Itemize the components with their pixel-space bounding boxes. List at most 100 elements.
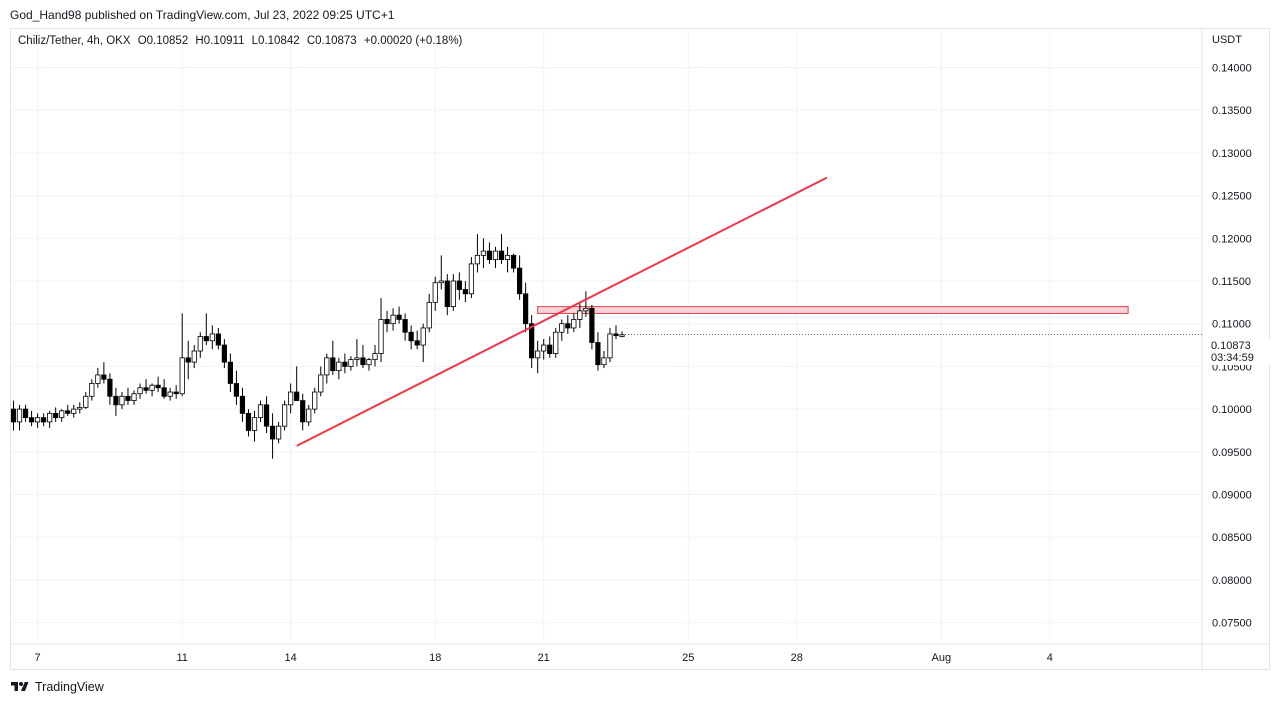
candle-body — [41, 417, 47, 423]
candle-body — [565, 323, 571, 329]
candle-body — [227, 361, 233, 384]
candle-body — [83, 395, 89, 408]
candle-body — [402, 319, 408, 333]
candle-body — [312, 391, 318, 410]
candle-body — [71, 408, 77, 414]
candle-body — [613, 333, 619, 337]
x-tick-label: 7 — [35, 652, 41, 664]
candle-body — [438, 280, 444, 284]
candle-body — [306, 408, 312, 423]
x-tick-label: 25 — [682, 652, 694, 664]
candle-body — [107, 378, 113, 397]
candle-body — [336, 361, 342, 372]
y-tick-label: 0.07500 — [1212, 618, 1252, 630]
candle-body — [420, 327, 426, 346]
candle-body — [498, 250, 505, 261]
x-tick-label: 14 — [285, 652, 297, 664]
trendline — [296, 176, 828, 447]
candle-body — [47, 412, 53, 423]
footer-brand-name: TradingView — [35, 680, 104, 694]
candle-body — [269, 425, 276, 440]
candle-body — [22, 408, 29, 419]
publisher-line: God_Hand98 published on TradingView.com,… — [10, 8, 395, 22]
candle-body — [282, 404, 288, 427]
candle-body — [426, 301, 432, 329]
candle-body — [300, 400, 306, 423]
y-tick-label: 0.09000 — [1212, 490, 1252, 502]
candle-body — [432, 282, 438, 303]
candle-body — [480, 250, 487, 256]
legend-low: L0.10842 — [251, 35, 300, 47]
candle-body — [215, 333, 221, 346]
candle-body — [517, 267, 523, 295]
y-tick-label: 0.12500 — [1212, 191, 1252, 203]
candle-body — [571, 319, 577, 329]
y-tick-label: 0.12000 — [1212, 233, 1252, 245]
candle-body — [131, 393, 137, 401]
candle-body — [125, 395, 131, 401]
candle-body — [468, 263, 475, 295]
candle-body — [378, 319, 384, 354]
y-tick-label: 0.11000 — [1212, 319, 1251, 331]
y-tick-label: 0.09500 — [1212, 447, 1252, 459]
candle-body — [173, 391, 179, 395]
candle-body — [354, 357, 360, 360]
bar-countdown: 03:34:59 — [1211, 352, 1254, 364]
chart-legend: Chiliz/Tether, 4h, OKX O0.10852 H0.10911… — [18, 35, 466, 47]
legend-open: O0.10852 — [137, 35, 189, 47]
candle-body — [462, 289, 468, 295]
candle-body — [529, 323, 535, 359]
candle-body — [161, 387, 167, 397]
price-axis-currency[interactable]: USDT — [1212, 34, 1242, 46]
x-tick-label: 21 — [538, 652, 550, 664]
candle-body — [209, 333, 215, 342]
y-tick-label: 0.13500 — [1212, 105, 1252, 117]
candle-body — [541, 344, 547, 352]
candle-body — [408, 331, 414, 342]
y-tick-label: 0.14000 — [1212, 62, 1252, 74]
candle-body — [372, 353, 378, 360]
candle-body — [318, 374, 324, 393]
candle-body — [119, 395, 125, 406]
candle-body — [221, 344, 227, 363]
candle-body — [113, 395, 119, 406]
candle-body — [384, 319, 390, 325]
legend-close: C0.10873 — [306, 35, 357, 47]
candle-body — [510, 254, 517, 269]
x-tick-label: 28 — [791, 652, 803, 664]
candle-body — [143, 387, 149, 391]
candle-body — [450, 280, 456, 308]
candle-body — [414, 340, 420, 346]
candle-body — [589, 307, 595, 343]
candle-body — [456, 280, 462, 290]
y-tick-label: 0.13000 — [1212, 148, 1252, 160]
candle-body — [523, 293, 529, 325]
candle-body — [360, 357, 366, 366]
legend-symbol: Chiliz/Tether, 4h, OKX — [18, 35, 131, 47]
y-tick-label: 0.10000 — [1212, 404, 1252, 416]
y-tick-label: 0.08500 — [1212, 532, 1252, 544]
candle-body — [53, 412, 59, 419]
y-tick-label: 0.11500 — [1212, 276, 1251, 288]
tradingview-logo-icon — [11, 682, 29, 691]
x-tick-label: Aug — [932, 652, 952, 664]
x-tick-label: 4 — [1047, 652, 1053, 664]
candle-body — [330, 357, 336, 372]
candle-body — [553, 331, 559, 354]
candle-body — [474, 254, 481, 265]
last-price-label: 0.10873 03:34:59 — [1208, 339, 1270, 365]
candle-body — [251, 417, 258, 431]
candle-body — [239, 395, 246, 414]
legend-high: H0.10911 — [195, 35, 245, 47]
y-tick-label: 0.08000 — [1212, 575, 1252, 587]
candle-body — [444, 280, 450, 308]
footer-branding[interactable]: TradingView — [10, 680, 104, 694]
x-tick-label: 11 — [176, 652, 187, 664]
candle-body — [245, 412, 252, 431]
candle-body — [492, 250, 499, 261]
candle-body — [607, 333, 613, 359]
candle-body — [294, 391, 300, 401]
candle-body — [595, 342, 601, 366]
candle-body — [191, 350, 197, 363]
